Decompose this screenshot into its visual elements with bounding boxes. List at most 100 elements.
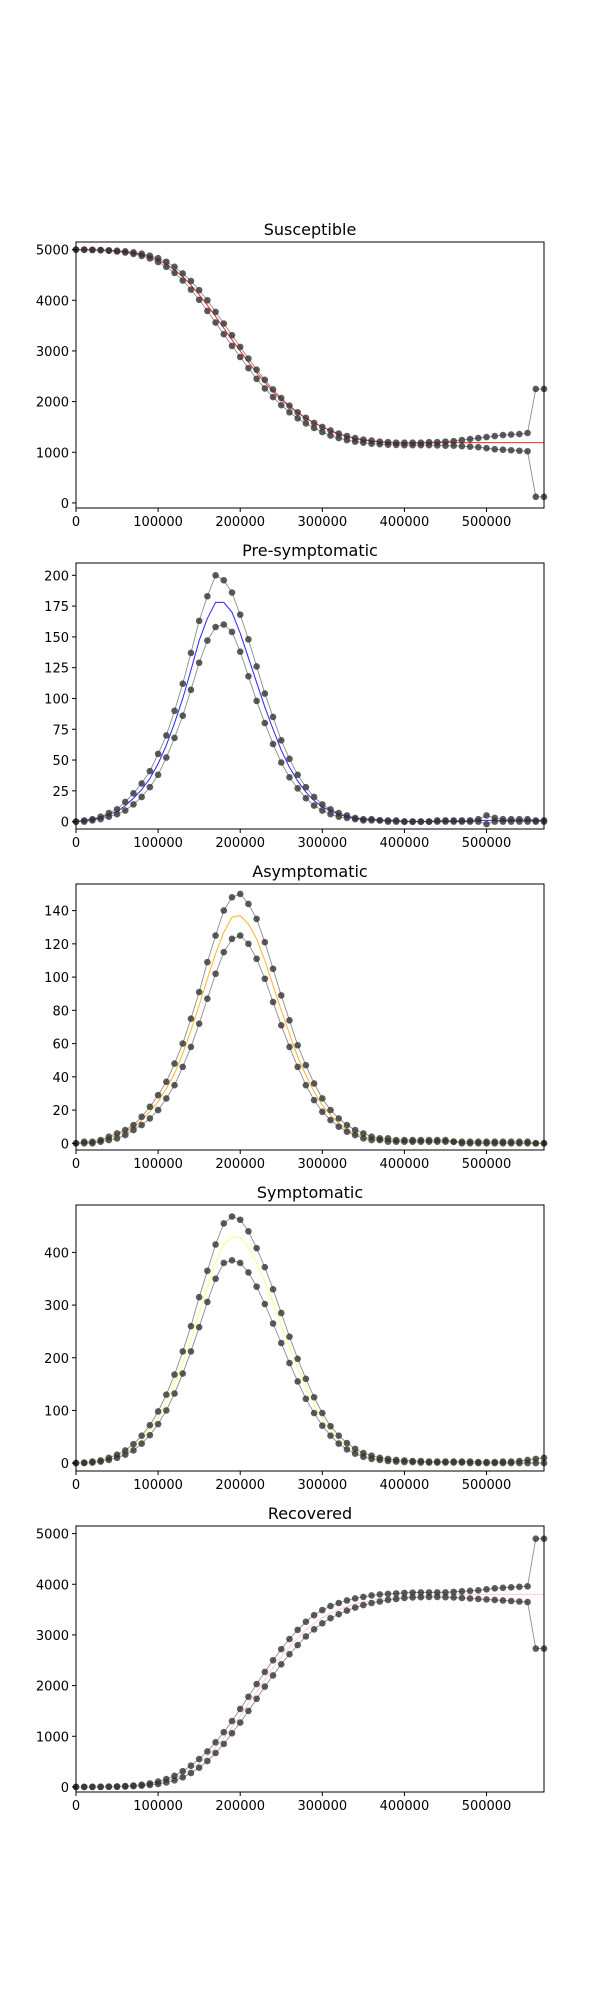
data-point-lower: [532, 1645, 540, 1652]
y-tick-label: 3000: [36, 1629, 69, 1644]
data-point-lower: [319, 1108, 326, 1116]
data-point-upper: [212, 572, 219, 579]
data-point-upper: [171, 1371, 178, 1378]
data-point-lower: [499, 1459, 507, 1467]
x-tick-label: 500000: [462, 1157, 512, 1172]
data-point-upper: [179, 1767, 187, 1775]
data-point-upper: [327, 427, 334, 434]
data-point-upper: [286, 1635, 293, 1643]
data-point-upper: [220, 907, 228, 914]
y-tick-label: 120: [44, 938, 69, 953]
chart-title: Asymptomatic: [252, 862, 367, 881]
data-point-lower: [376, 440, 384, 448]
data-point-lower: [507, 1459, 515, 1467]
data-point-upper: [171, 707, 178, 715]
data-point-lower: [261, 1683, 269, 1690]
data-point-upper: [204, 1267, 211, 1275]
data-point-lower: [433, 818, 441, 825]
data-point-lower: [458, 1459, 466, 1466]
data-point-lower: [310, 1626, 318, 1633]
data-point-lower: [376, 1598, 384, 1605]
x-tick-label: 200000: [215, 836, 265, 851]
data-point-upper: [360, 1130, 367, 1137]
data-point-lower: [97, 247, 104, 254]
data-point-upper: [351, 1445, 359, 1453]
y-tick-label: 100: [44, 692, 69, 707]
chart-panel-4: Recovered 0 100000 200000 300000 400000 500000…: [36, 1504, 548, 1814]
data-point-lower: [261, 1300, 269, 1308]
data-point-lower: [499, 818, 507, 825]
data-point-lower: [491, 818, 499, 825]
data-point-lower: [409, 1594, 416, 1601]
data-point-upper: [154, 750, 162, 758]
data-point-lower: [163, 1095, 170, 1102]
data-point-lower: [163, 1407, 170, 1414]
series-line-lower: [76, 935, 544, 1144]
data-point-lower: [105, 247, 113, 255]
data-point-lower: [171, 269, 178, 277]
y-tick-label: 4000: [36, 1578, 69, 1593]
data-point-lower: [319, 1422, 326, 1429]
x-tick-label: 100000: [133, 515, 183, 530]
data-point-lower: [236, 353, 244, 361]
data-point-upper: [146, 1103, 154, 1111]
data-point-lower: [253, 1695, 260, 1703]
data-point-lower: [491, 1140, 499, 1147]
data-point-upper: [409, 1589, 416, 1596]
data-point-lower: [195, 1764, 203, 1771]
data-point-upper: [269, 386, 277, 393]
data-point-lower: [351, 815, 359, 823]
data-point-upper: [302, 414, 310, 422]
data-point-lower: [360, 1601, 367, 1609]
data-point-lower: [343, 1446, 351, 1453]
data-point-upper: [171, 263, 178, 271]
data-point-upper: [310, 793, 318, 801]
data-point-upper: [220, 576, 228, 584]
data-point-lower: [302, 420, 310, 427]
data-point-lower: [179, 277, 187, 284]
data-point-lower: [261, 975, 269, 983]
data-point-upper: [277, 737, 285, 744]
data-point-lower: [483, 1459, 490, 1467]
x-tick-label: 200000: [215, 1799, 265, 1814]
data-point-lower: [442, 1138, 449, 1145]
data-point-lower: [310, 802, 318, 809]
data-point-lower: [89, 1783, 96, 1791]
data-point-lower: [524, 1459, 531, 1467]
data-point-lower: [146, 783, 154, 791]
data-point-upper: [212, 932, 219, 939]
data-point-upper: [146, 1421, 154, 1429]
data-point-lower: [532, 1459, 540, 1467]
data-point-lower: [187, 1043, 195, 1051]
x-tick-label: 100000: [133, 836, 183, 851]
data-point-upper: [294, 1041, 301, 1049]
data-point-lower: [220, 948, 228, 956]
axes-frame: [75, 883, 545, 1151]
data-point-lower: [113, 1783, 121, 1791]
data-point-upper: [376, 1591, 384, 1598]
data-point-lower: [121, 1451, 129, 1458]
y-tick-label: 80: [52, 1004, 69, 1019]
data-point-lower: [138, 252, 145, 260]
data-point-lower: [195, 296, 203, 304]
data-point-lower: [360, 1135, 367, 1142]
data-point-lower: [310, 1409, 318, 1417]
data-point-lower: [277, 1661, 285, 1668]
plot-area: [76, 893, 544, 1144]
data-point-lower: [384, 1596, 392, 1604]
y-tick-label: 3000: [36, 345, 69, 360]
data-point-lower: [409, 818, 416, 825]
data-point-upper: [343, 1439, 351, 1447]
data-point-upper: [121, 798, 129, 806]
data-point-lower: [499, 1597, 507, 1604]
data-point-lower: [179, 1063, 187, 1071]
data-point-lower: [212, 970, 219, 978]
series-line-lower: [76, 624, 544, 825]
y-tick-label: 0: [61, 1137, 69, 1152]
data-point-lower: [335, 813, 343, 820]
data-point-lower: [245, 364, 252, 372]
data-point-upper: [138, 780, 145, 787]
data-point-upper: [245, 636, 252, 643]
data-point-lower: [343, 1128, 351, 1136]
data-point-lower: [294, 1641, 301, 1649]
